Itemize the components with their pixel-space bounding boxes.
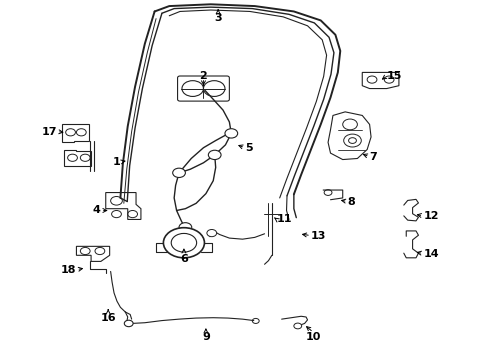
- Text: 17: 17: [41, 127, 57, 136]
- Text: 9: 9: [202, 332, 210, 342]
- Text: 8: 8: [347, 197, 355, 207]
- Text: 14: 14: [423, 248, 439, 258]
- Circle shape: [179, 223, 192, 232]
- Circle shape: [208, 150, 221, 159]
- Text: 4: 4: [93, 206, 101, 216]
- Text: 15: 15: [387, 71, 402, 81]
- Text: 3: 3: [214, 13, 222, 23]
- Text: 11: 11: [277, 215, 292, 224]
- Text: 7: 7: [369, 152, 377, 162]
- Text: 10: 10: [306, 332, 321, 342]
- Circle shape: [124, 320, 133, 327]
- Text: 12: 12: [423, 211, 439, 221]
- Text: 13: 13: [311, 231, 326, 240]
- Text: 2: 2: [199, 71, 207, 81]
- Text: 6: 6: [180, 253, 188, 264]
- Circle shape: [163, 228, 204, 258]
- Circle shape: [207, 229, 217, 237]
- Circle shape: [294, 323, 302, 329]
- Text: 1: 1: [113, 157, 121, 167]
- Circle shape: [343, 134, 361, 147]
- Circle shape: [225, 129, 238, 138]
- Text: 18: 18: [61, 265, 76, 275]
- Text: 16: 16: [100, 313, 116, 323]
- Text: 5: 5: [245, 143, 253, 153]
- Circle shape: [172, 168, 185, 177]
